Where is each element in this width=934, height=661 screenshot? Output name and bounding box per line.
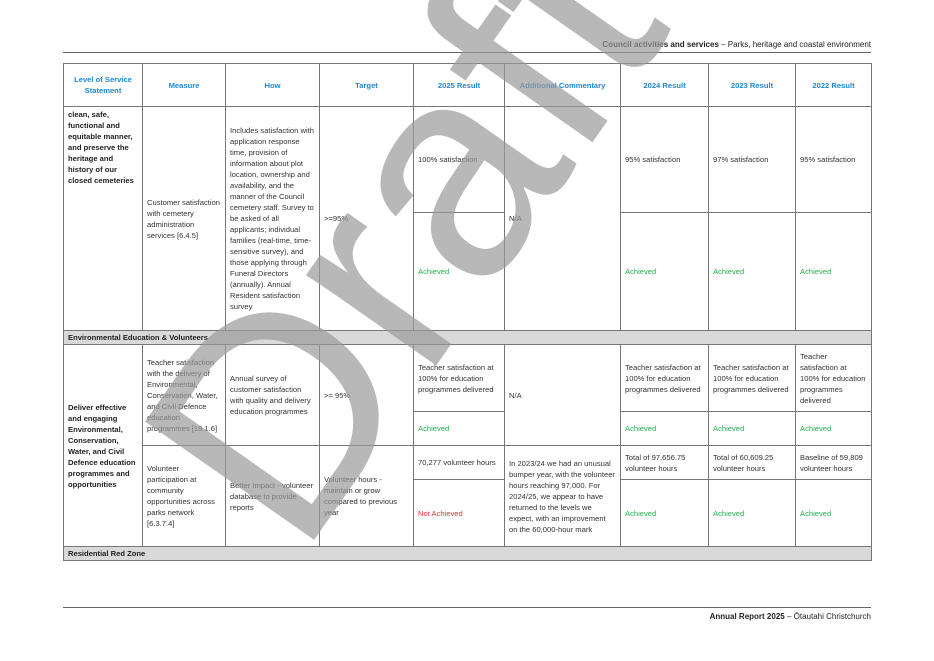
header-subsection: – Parks, heritage and coastal environmen… <box>718 40 871 49</box>
target: >=95% <box>319 106 414 331</box>
result-2025: 70,277 volunteer hours <box>413 445 505 480</box>
status-2023: Achieved <box>708 411 796 446</box>
result-2024: 95% satisfaction <box>620 106 709 213</box>
footer-place: – Ōtautahi Christchurch <box>784 612 871 621</box>
target: Volunteer hours - maintain or grow compa… <box>319 445 414 547</box>
table-row: Achieved Achieved Achieved Achieved <box>64 212 872 331</box>
result-2023: 97% satisfaction <box>708 106 796 213</box>
commentary: In 2023/24 we had an unusual bumper year… <box>504 445 621 547</box>
col-header: Level of Service Statement <box>63 63 143 107</box>
status-2024: Achieved <box>620 411 709 446</box>
col-header: Additional Commentary <box>504 63 621 107</box>
section-row: Residential Red Zone <box>63 546 872 561</box>
footer-report: Annual Report 2025 <box>709 612 785 621</box>
status-2025: Achieved <box>413 411 505 446</box>
status-2025: Not Achieved <box>413 479 505 547</box>
table-row: clean, safe, functional and equitable ma… <box>63 106 872 331</box>
status-2022: Achieved <box>795 212 872 331</box>
target: >= 95% <box>319 344 414 446</box>
service-statement: clean, safe, functional and equitable ma… <box>63 106 143 331</box>
how: Annual survey of customer satisfaction w… <box>225 344 320 446</box>
level-of-service-table: Level of Service Statement Measure How T… <box>63 63 872 561</box>
header-divider <box>63 52 871 53</box>
col-header: 2022 Result <box>795 63 872 107</box>
result-2023: Total of 60,609.25 volunteer hours <box>708 445 796 480</box>
measure: Teacher satisfaction with the delivery o… <box>142 344 226 446</box>
col-header: Target <box>319 63 414 107</box>
result-2024: Total of 97,656.75 volunteer hours <box>620 445 709 480</box>
header-section: Council activities and services <box>602 40 719 49</box>
commentary: N/A <box>504 344 621 446</box>
result-2022: 95% satisfaction <box>795 106 872 213</box>
page-header: Council activities and services – Parks,… <box>602 40 871 49</box>
section-title: Environmental Education & Volunteers <box>63 330 872 345</box>
section-row: Environmental Education & Volunteers <box>63 330 872 345</box>
status-2022: Achieved <box>795 479 872 547</box>
col-header: How <box>225 63 320 107</box>
measure: Customer satisfaction with cemetery admi… <box>142 106 226 331</box>
status-2024: Achieved <box>620 212 709 331</box>
status-2023: Achieved <box>708 479 796 547</box>
how: Better Impact - volunteer database to pr… <box>225 445 320 547</box>
status-2023: Achieved <box>708 212 796 331</box>
how: Includes satisfaction with application r… <box>225 106 320 331</box>
status-2024: Achieved <box>620 479 709 547</box>
table-row: Not Achieved Achieved Achieved Achieved <box>64 479 872 547</box>
result-2022: Teacher satisfaction at 100% for educati… <box>795 344 872 412</box>
section-title: Residential Red Zone <box>63 546 872 561</box>
result-2025: 100% satisfaction <box>413 106 505 213</box>
status-2025: Achieved <box>413 212 505 331</box>
table-row: Deliver effective and engaging Environme… <box>63 344 872 547</box>
footer-divider <box>63 607 871 608</box>
commentary: N/A <box>504 106 621 331</box>
result-2025: Teacher satisfaction at 100% for educati… <box>413 344 505 412</box>
table-header-row: Level of Service Statement Measure How T… <box>63 63 872 107</box>
measure: Volunteer participation at community opp… <box>142 445 226 547</box>
col-header: Measure <box>142 63 226 107</box>
result-2024: Teacher satisfaction at 100% for educati… <box>620 344 709 412</box>
col-header: 2025 Result <box>413 63 505 107</box>
service-statement: Deliver effective and engaging Environme… <box>63 344 143 547</box>
table-row: Volunteer participation at community opp… <box>64 445 872 547</box>
page-footer: Annual Report 2025 – Ōtautahi Christchur… <box>710 612 871 621</box>
col-header: 2023 Result <box>708 63 796 107</box>
status-2022: Achieved <box>795 411 872 446</box>
col-header: 2024 Result <box>620 63 709 107</box>
result-2023: Teacher satisfaction at 100% for educati… <box>708 344 796 412</box>
result-2022: Baseline of 59,809 volunteer hours <box>795 445 872 480</box>
